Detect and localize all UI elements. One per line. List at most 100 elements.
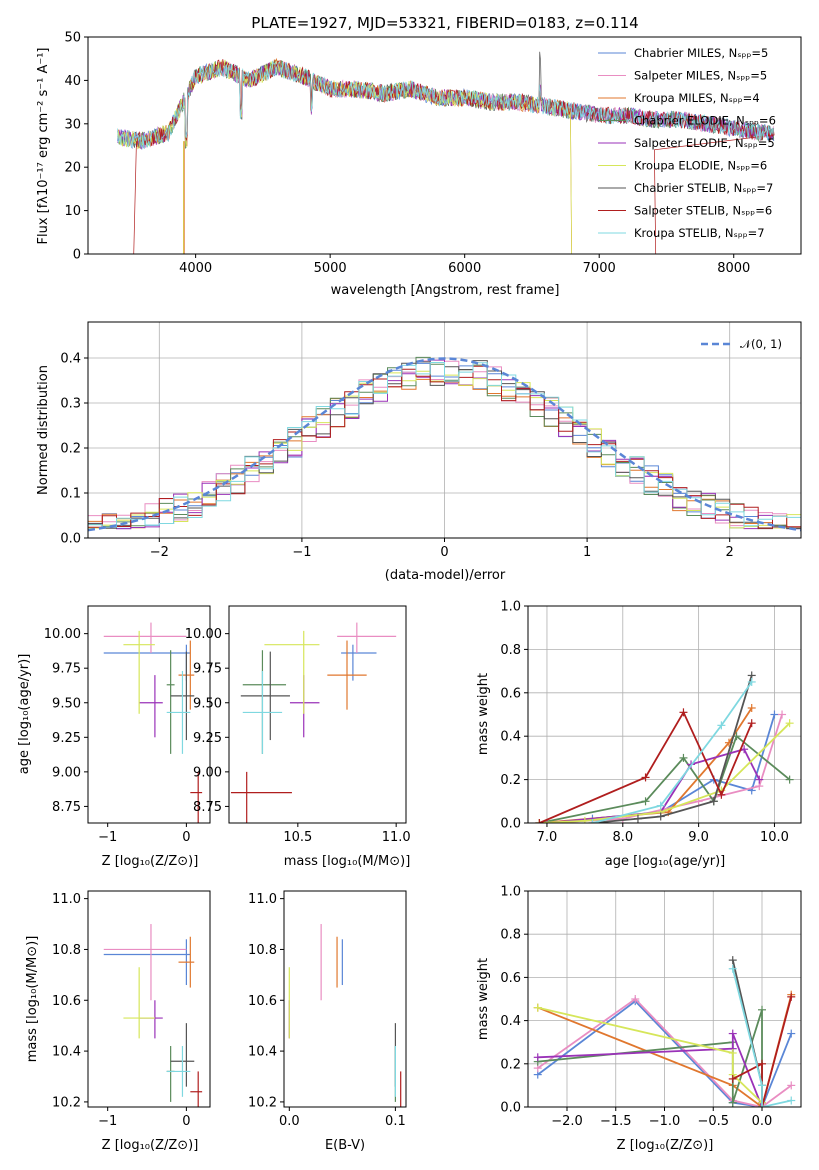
figure-title: PLATE=1927, MJD=53321, FIBERID=0183, z=0… <box>251 14 638 32</box>
x-tick-label: 2 <box>726 545 734 560</box>
y-tick-label: 9.00 <box>52 765 81 780</box>
legend: Chabrier MILES, Nₛₚₚ=5 Salpeter MILES, Nₛ… <box>598 46 776 240</box>
y-tick-label: 9.50 <box>193 696 222 711</box>
plot-area <box>103 622 203 823</box>
legend-label: Salpeter STELIB, Nₛₚₚ=6 <box>634 204 772 218</box>
legend-label: Salpeter MILES, Nₛₚₚ=5 <box>634 69 767 83</box>
plot-area <box>533 956 796 1107</box>
y-axis-label: mass [log₁₀(M/M⊙)] <box>25 936 40 1063</box>
x-tick-label: 0 <box>440 545 448 560</box>
y-axis-label: age [log₁₀(age/yr)] <box>17 654 32 775</box>
x-tick-label: −2 <box>150 545 169 560</box>
legend-label: Chabrier ELODIE, Nₛₚₚ=6 <box>634 114 776 128</box>
x-tick-label: 7000 <box>583 261 616 276</box>
age-vs-z-panel: −1 0 8.75 9.00 9.25 9.50 9.75 10.00 Z [log₁₀(Z/Z… <box>17 605 211 869</box>
axes-frame <box>527 890 802 1108</box>
y-tick-label: 40 <box>64 74 81 89</box>
y-tick-label: 0.3 <box>60 397 81 412</box>
x-axis-label: Z [log₁₀(Z/Z⊙)] <box>102 854 199 869</box>
x-tick-label: 6000 <box>448 261 481 276</box>
plot-area <box>288 924 402 1107</box>
spectrum-line <box>133 59 775 254</box>
y-tick-label: 0.0 <box>500 1101 521 1116</box>
y-tick-label: 10.4 <box>248 1045 277 1060</box>
y-tick-label: 10.8 <box>248 943 277 958</box>
weight-vs-age-panel: 7.0 8.0 9.0 10.0 0.0 0.2 0.4 0.6 0.8 1.0 age [log₁… <box>476 600 802 869</box>
y-tick-label: 0.4 <box>500 730 521 745</box>
y-tick-label: 0.4 <box>60 352 81 367</box>
y-tick-label: 0.8 <box>500 928 521 943</box>
y-tick-label: 10.6 <box>248 994 277 1009</box>
age-vs-mass-panel: 10.5 11.0 8.75 9.00 9.25 9.50 9.75 10.00 mass [l… <box>185 605 411 869</box>
spectrum-line <box>117 60 775 149</box>
x-tick-label: −0.5 <box>697 1114 729 1129</box>
mass-vs-ebv-panel: 0.0 0.1 10.2 10.4 10.6 10.8 11.0 E(B-V) <box>248 890 407 1153</box>
x-tick-label: 0.0 <box>752 1114 773 1129</box>
residual-panel: −2 −1 0 1 2 0.0 0.1 0.2 0.3 0.4 𝒩(0, 1) (data-model… <box>36 321 802 583</box>
weight-line <box>592 681 753 823</box>
weight-vs-z-panel: −2.0 −1.5 −1.0 −0.5 0.0 0.0 0.2 0.4 0.6 0.8 1.0 Z [… <box>476 885 802 1153</box>
y-tick-label: 0.6 <box>500 686 521 701</box>
axes-frame <box>228 605 407 824</box>
y-tick-label: 10.2 <box>52 1095 81 1110</box>
x-tick-label: 0 <box>182 1114 190 1129</box>
residual-histogram <box>88 362 801 528</box>
axes-frame <box>283 890 407 1108</box>
y-axis-label: Flux [fλ10⁻¹⁷ erg cm⁻² s⁻¹ A⁻¹] <box>36 48 51 245</box>
y-tick-label: 10 <box>64 204 81 219</box>
weight-line <box>537 1009 763 1107</box>
y-tick-label: 11.0 <box>52 892 81 907</box>
plot-area <box>535 671 794 823</box>
x-axis-label: wavelength [Angstrom, rest frame] <box>331 283 560 298</box>
y-tick-label: 0.2 <box>500 1057 521 1072</box>
y-axis-label: mass weight <box>476 958 491 1040</box>
y-tick-label: 10.4 <box>52 1045 81 1060</box>
weight-line <box>539 722 791 823</box>
weight-line <box>539 734 791 823</box>
x-axis-label: age [log₁₀(age/yr)] <box>605 854 726 869</box>
x-tick-label: 10.5 <box>283 830 312 845</box>
y-tick-label: 0.8 <box>500 643 521 658</box>
y-tick-label: 10.00 <box>44 627 81 642</box>
y-tick-label: 10.00 <box>185 627 222 642</box>
weight-line <box>731 959 763 1107</box>
x-tick-label: 10.0 <box>760 830 789 845</box>
axes-frame <box>87 890 211 1108</box>
x-tick-label: −1.5 <box>600 1114 632 1129</box>
x-axis-label: Z [log₁₀(Z/Z⊙)] <box>102 1138 199 1153</box>
y-tick-label: 10.2 <box>248 1095 277 1110</box>
x-tick-label: 1 <box>583 545 591 560</box>
y-tick-label: 10.6 <box>52 994 81 1009</box>
x-tick-label: 11.0 <box>382 830 411 845</box>
y-tick-label: 9.50 <box>52 696 81 711</box>
legend-label: Kroupa STELIB, Nₛₚₚ=7 <box>634 226 765 240</box>
x-axis-label: mass [log₁₀(M/M⊙)] <box>284 854 411 869</box>
x-tick-label: 8000 <box>717 261 750 276</box>
weight-line <box>537 1006 763 1107</box>
y-tick-label: 50 <box>64 31 81 46</box>
y-tick-label: 30 <box>64 117 81 132</box>
plot-area <box>88 356 801 532</box>
y-tick-label: 0 <box>73 248 81 263</box>
y-tick-label: 0.0 <box>60 532 81 547</box>
y-axis-label: Normed distribution <box>36 365 51 495</box>
y-tick-label: 20 <box>64 161 81 176</box>
x-tick-label: 5000 <box>314 261 347 276</box>
y-tick-label: 0.0 <box>500 817 521 832</box>
plot-area <box>117 51 775 254</box>
y-tick-label: 1.0 <box>500 600 521 615</box>
x-tick-label: −1 <box>292 545 311 560</box>
y-tick-label: 9.25 <box>52 731 81 746</box>
y-tick-label: 9.25 <box>193 731 222 746</box>
x-axis-label: Z [log₁₀(Z/Z⊙)] <box>617 1138 714 1153</box>
spectrum-panel: 4000 5000 6000 7000 8000 0 10 20 30 40 50 wavelengt… <box>36 31 802 298</box>
y-tick-label: 0.2 <box>500 773 521 788</box>
legend-label: Kroupa MILES, Nₛₚₚ=4 <box>634 91 760 105</box>
plot-area <box>103 924 203 1107</box>
axes-frame <box>87 321 802 539</box>
axes-frame <box>527 605 802 824</box>
y-tick-label: 1.0 <box>500 885 521 900</box>
y-tick-label: 10.8 <box>52 943 81 958</box>
weight-line <box>731 968 792 1107</box>
